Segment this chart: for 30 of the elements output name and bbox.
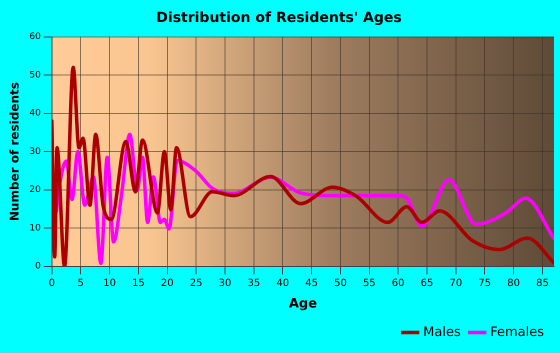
y-tick-label: 60 (29, 32, 42, 42)
x-tick-label: 35 (248, 278, 260, 289)
x-tick-label: 70 (450, 278, 462, 289)
y-tick-label: 10 (29, 223, 42, 234)
legend-label: Females (490, 324, 544, 340)
x-tick-label: 50 (334, 278, 347, 289)
x-tick-label: 10 (103, 278, 116, 289)
y-tick-label: 20 (29, 185, 42, 196)
y-tick-label: 30 (29, 146, 42, 157)
y-axis-title: Number of residents (7, 82, 22, 222)
x-tick-label: 30 (218, 278, 232, 289)
x-tick-label: 5 (78, 278, 84, 289)
x-tick-label: 15 (132, 278, 145, 289)
x-tick-label: 20 (160, 278, 174, 289)
x-tick-label: 55 (362, 278, 376, 289)
x-tick-label: 0 (48, 278, 56, 289)
x-tick-label: 25 (190, 278, 203, 289)
y-tick-label: 50 (29, 70, 42, 80)
chart-title: Distribution of Residents' Ages (156, 10, 402, 26)
x-tick-label: 40 (276, 278, 290, 289)
x-tick-label: 80 (507, 278, 520, 289)
x-axis-title: Age (288, 296, 318, 312)
y-tick-label: 40 (29, 108, 42, 119)
x-tick-label: 75 (478, 278, 492, 289)
legend-label: Males (423, 324, 461, 340)
y-tick-label: 0 (35, 262, 42, 272)
x-tick-label: 60 (392, 278, 405, 289)
x-tick-label: 65 (420, 278, 434, 289)
x-tick-label: 45 (305, 278, 318, 289)
x-tick-label: 85 (536, 278, 549, 289)
